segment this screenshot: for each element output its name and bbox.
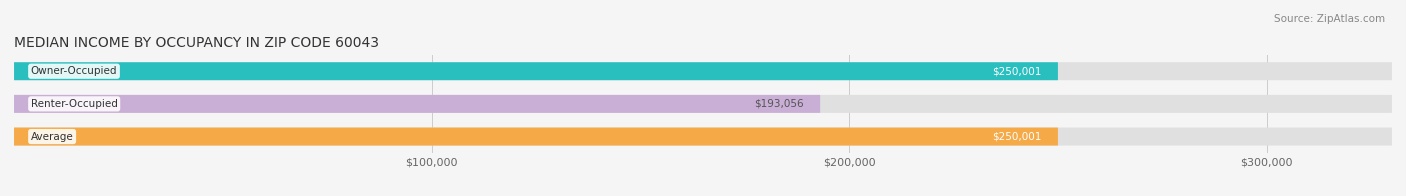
Text: Owner-Occupied: Owner-Occupied: [31, 66, 117, 76]
FancyBboxPatch shape: [14, 62, 1057, 80]
Text: $250,001: $250,001: [991, 132, 1042, 142]
FancyBboxPatch shape: [14, 95, 820, 113]
FancyBboxPatch shape: [14, 128, 1057, 145]
FancyBboxPatch shape: [14, 62, 1392, 80]
Text: MEDIAN INCOME BY OCCUPANCY IN ZIP CODE 60043: MEDIAN INCOME BY OCCUPANCY IN ZIP CODE 6…: [14, 35, 380, 50]
Text: $250,001: $250,001: [991, 66, 1042, 76]
Text: Average: Average: [31, 132, 73, 142]
Text: Source: ZipAtlas.com: Source: ZipAtlas.com: [1274, 14, 1385, 24]
Text: Renter-Occupied: Renter-Occupied: [31, 99, 118, 109]
FancyBboxPatch shape: [14, 128, 1392, 145]
Text: $193,056: $193,056: [754, 99, 803, 109]
FancyBboxPatch shape: [14, 95, 1392, 113]
